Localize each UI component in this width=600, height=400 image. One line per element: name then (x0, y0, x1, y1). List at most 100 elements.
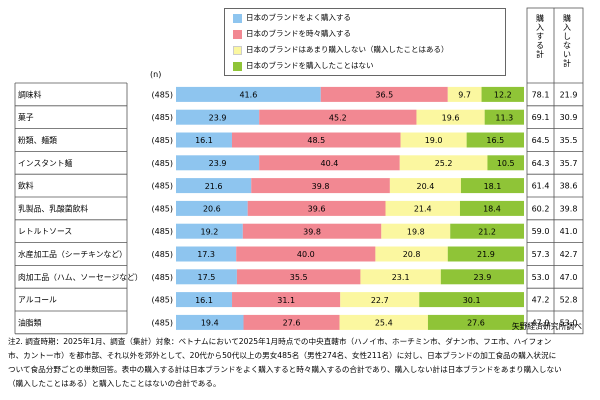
nobuy-total-value: 53.0 (560, 318, 578, 327)
data-label: 21.4 (414, 205, 432, 214)
bar-segment-sometimes (243, 314, 340, 330)
bar-segment-rarely (447, 86, 482, 102)
bar-segment-often (176, 86, 321, 102)
buy-total-value: 78.1 (532, 90, 550, 99)
bar-segment-often (176, 200, 248, 216)
data-label: 16.1 (195, 136, 213, 145)
bar-segment-never (419, 292, 524, 308)
n-label: (485) (151, 296, 173, 305)
n-label: (485) (151, 204, 173, 213)
bar-segment-often (176, 314, 244, 330)
data-label: 48.5 (307, 136, 325, 145)
data-label: 25.2 (435, 159, 453, 168)
bar-segment-rarely (389, 178, 461, 194)
nobuy-total-header: 購入しない計 (563, 14, 571, 68)
sum-table-frame (526, 7, 584, 335)
data-label: 23.9 (209, 113, 227, 122)
n-label: (485) (151, 182, 173, 191)
nobuy-total-value: 42.7 (560, 250, 578, 259)
n-label: (485) (151, 273, 173, 282)
data-label: 21.2 (478, 227, 496, 236)
legend-swatch-rarely (233, 45, 242, 55)
data-label: 31.1 (277, 296, 295, 305)
bar-segment-often (176, 155, 260, 171)
bar-segment-never (427, 314, 524, 330)
data-label: 20.6 (203, 205, 221, 214)
buy-total-value: 64.5 (532, 136, 550, 145)
legend-item-never: 日本のブランドを購入したことはない (233, 59, 374, 73)
data-label: 27.6 (283, 319, 301, 328)
legend-item-often: 日本のブランドをよく購入する (233, 11, 351, 25)
buy-total-value: 59.0 (532, 227, 550, 236)
legend-item-rarely: 日本のブランドはあまり購入しない（購入したことはある） (233, 43, 449, 57)
category-label: アルコール (18, 296, 57, 305)
nobuy-total-value: 35.5 (560, 136, 578, 145)
data-label: 21.6 (205, 182, 223, 191)
data-label: 19.8 (407, 227, 425, 236)
bar-segment-rarely (375, 246, 448, 262)
data-label: 19.0 (425, 136, 443, 145)
n-label: (485) (151, 159, 173, 168)
category-label: 調味料 (18, 89, 42, 99)
data-label: 39.6 (308, 205, 326, 214)
bar-segment-often (176, 109, 260, 125)
data-label: 25.4 (375, 319, 393, 328)
data-label: 12.2 (494, 91, 512, 100)
bar-segment-rarely (381, 223, 451, 239)
bar-segment-sometimes (259, 155, 400, 171)
bar-segment-rarely (399, 155, 488, 171)
n-label: (485) (151, 250, 173, 259)
nobuy-total-value: 52.8 (560, 296, 578, 305)
buy-total-value: 47.2 (532, 296, 550, 305)
footnote-line-1: 注2. 調査時期：2025年1月、調査（集計）対象：ベトナムにおいて2025年1… (8, 337, 552, 346)
nobuy-total-value: 21.9 (560, 90, 578, 99)
n-label: (485) (151, 318, 173, 327)
footnote-line-3: ついて食品分野ごとの単数回答。表中の購入する計は日本ブランドをよく購入すると時々… (8, 365, 562, 374)
data-label: 39.8 (312, 182, 330, 191)
data-label: 18.4 (483, 205, 501, 214)
n-label: (485) (151, 136, 173, 145)
data-label: 17.3 (197, 250, 215, 259)
nobuy-total-value: 41.0 (560, 227, 578, 236)
legend-label-never: 日本のブランドを購入したことはない (246, 61, 374, 70)
bar-segment-often (176, 223, 243, 239)
data-label: 35.5 (290, 273, 308, 282)
category-label: 粉類、麺類 (18, 135, 57, 145)
data-label: 23.1 (392, 273, 410, 282)
data-label: 11.3 (495, 113, 513, 122)
data-label: 19.4 (201, 319, 219, 328)
bar-segment-never (447, 246, 524, 262)
legend-label-rarely: 日本のブランドはあまり購入しない（購入したことはある） (246, 45, 449, 54)
bar-segment-never (459, 200, 524, 216)
bar-segment-sometimes (320, 86, 448, 102)
footnote: 注2. 調査時期：2025年1月、調査（集計）対象：ベトナムにおいて2025年1… (8, 321, 593, 391)
buy-total-value: 57.3 (532, 250, 550, 259)
bar-segment-often (176, 292, 233, 308)
bar-segment-rarely (400, 132, 467, 148)
data-label: 17.5 (198, 273, 216, 282)
data-label: 23.9 (209, 159, 227, 168)
data-label: 20.8 (403, 250, 421, 259)
legend-swatch-never (233, 61, 242, 71)
data-label: 39.8 (303, 227, 321, 236)
category-label: 肉加工品（ハム、ソーセージなど） (18, 272, 143, 282)
bar-segment-often (176, 178, 252, 194)
data-label: 9.7 (458, 91, 471, 100)
buy-total-value: 61.4 (532, 182, 550, 191)
data-label: 20.4 (417, 182, 435, 191)
nobuy-total-value: 30.9 (560, 113, 578, 122)
bar-segment-sometimes (259, 109, 417, 125)
data-label: 18.1 (484, 182, 502, 191)
data-label: 40.0 (297, 250, 315, 259)
bar-segment-never (460, 178, 524, 194)
data-label: 21.9 (477, 250, 495, 259)
footnote-line-2: 市、カントー市）を都市部、それ以外を郊外として、20代から50代以上の男女485… (8, 351, 557, 360)
nobuy-total-value: 47.0 (560, 273, 578, 282)
nobuy-total-value: 38.6 (560, 182, 578, 191)
bar-segment-sometimes (247, 200, 386, 216)
legend-swatch-often (233, 13, 242, 23)
data-label: 41.6 (239, 91, 257, 100)
bar-segment-sometimes (236, 269, 361, 285)
data-label: 16.5 (486, 136, 504, 145)
